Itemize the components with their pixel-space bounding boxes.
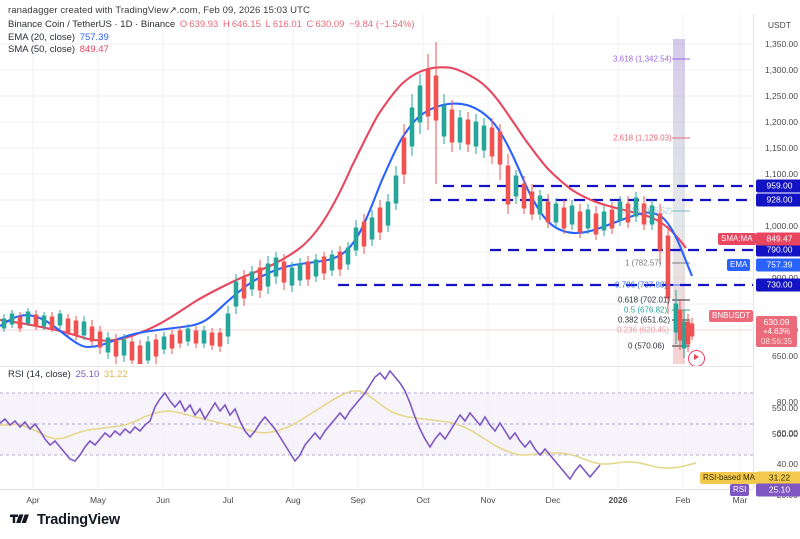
- ema-label: EMA (20, close): [8, 31, 76, 43]
- tradingview-mark-icon: [10, 514, 29, 524]
- legend-row-symbol[interactable]: Binance Coin / TetherUS · 1D · Binance O…: [8, 19, 417, 32]
- price-badge-790[interactable]: 790.00: [756, 243, 800, 257]
- ohlc-change: −9.84 (−1.54%): [349, 19, 415, 30]
- ema-tag[interactable]: EMA: [727, 259, 751, 271]
- time-label-jul: Jul: [222, 495, 234, 505]
- time-label-2026: 2026: [608, 495, 628, 505]
- rsi-tag[interactable]: RSI: [730, 484, 750, 496]
- symbol-tag[interactable]: BNBUSDT: [709, 310, 754, 322]
- sma-ma-tag[interactable]: SMA;MA: [718, 233, 756, 245]
- price-tick-1000: 1,000.00: [764, 221, 798, 231]
- time-label-sep: Sep: [350, 495, 366, 505]
- rsi-chart-svg: [0, 367, 753, 490]
- ohlc-l-label: L: [265, 19, 271, 30]
- price-chart-pane[interactable]: 3.618 (1,342.54) 2.618 (1,129.03) 1.618 …: [0, 14, 753, 364]
- rsi-value: 25.10: [75, 369, 100, 380]
- fib-3618-label: 3.618 (1,342.54): [613, 54, 672, 64]
- fib-1618-label: 1.618 (915.52): [620, 206, 673, 216]
- fib-1-label: 1 (782.57): [625, 258, 662, 268]
- sma-value: 849.47: [79, 44, 109, 55]
- time-label-oct: Oct: [416, 495, 430, 505]
- rsi-chart-pane[interactable]: RSI (14, close) 25.10 31.22: [0, 366, 753, 490]
- time-label-nov: Nov: [480, 495, 496, 505]
- fib-0-label: 0 (570.06): [628, 341, 665, 351]
- price-badge-730[interactable]: 730.00: [756, 278, 800, 292]
- rsi-line: [0, 369, 601, 481]
- ohlc-h-value: 646.15: [231, 19, 261, 30]
- ohlc-c-value: 630.09: [315, 19, 345, 30]
- price-tick-1250: 1,250.00: [764, 91, 798, 101]
- last-price-change: +4.63%: [762, 327, 791, 336]
- fib-0786-label: 0.786 (737.88): [615, 280, 668, 290]
- last-price-value: 630.09: [763, 317, 790, 327]
- sma-50-line: [0, 66, 687, 342]
- time-axis[interactable]: Apr May Jun Jul Aug Sep Oct Nov Dec 2026…: [0, 489, 753, 512]
- last-price-countdown: 08:56:35: [760, 336, 793, 346]
- price-tick-650: 650.00: [772, 351, 798, 361]
- fib-0382-label: 0.382 (651.62): [618, 315, 671, 325]
- price-tick-550: 550.00: [772, 403, 798, 413]
- ohlc-l-value: 616.01: [272, 19, 302, 30]
- fib-0236-label: 0.236 (620.45): [617, 325, 670, 335]
- price-badge-last[interactable]: 630.09 +4.63% 08:56:35: [756, 316, 797, 347]
- time-label-feb: Feb: [675, 495, 691, 505]
- fib-05-label: 0.5 (676.82): [624, 305, 668, 315]
- fib-0618-label: 0.618 (702.01): [618, 295, 671, 305]
- ema-value: 757.39: [79, 31, 109, 43]
- price-chart-svg: [0, 14, 753, 364]
- tradingview-wordmark: TradingView: [37, 512, 120, 528]
- support-resistance-lines: [338, 184, 753, 287]
- rsi-ma-line: [0, 390, 697, 469]
- time-label-jun: Jun: [156, 495, 170, 505]
- ohlc-o-value: 639.93: [189, 19, 219, 30]
- rsi-ma-value: 31.22: [103, 369, 128, 380]
- price-axis[interactable]: USDT 1,350.00 1,300.00 1,250.00 1,200.00…: [753, 14, 800, 500]
- candlestick-series: [1, 42, 695, 364]
- time-label-may: May: [89, 495, 107, 505]
- price-tick-1150: 1,150.00: [764, 143, 798, 153]
- rsi-badge[interactable]: 25.10: [756, 483, 800, 497]
- chart-legend: Binance Coin / TetherUS · 1D · Binance O…: [8, 19, 417, 57]
- tradingview-logo[interactable]: TradingView: [10, 512, 120, 528]
- rsi-ma-tag[interactable]: RSI-based MA: [700, 472, 759, 484]
- rsi-tick-80: 80.00: [776, 397, 798, 407]
- time-label-apr: Apr: [26, 495, 40, 505]
- fib-2618-label: 2.618 (1,129.03): [613, 133, 672, 143]
- price-tick-1350: 1,350.00: [764, 39, 798, 49]
- rsi-label: RSI (14, close): [8, 369, 71, 380]
- legend-row-rsi[interactable]: RSI (14, close) 25.10 31.22: [8, 369, 130, 380]
- price-tick-1200: 1,200.00: [764, 117, 798, 127]
- rsi-ma-badge[interactable]: 31.22: [756, 471, 800, 485]
- price-badge-sma[interactable]: 849.47: [756, 232, 800, 246]
- time-label-aug: Aug: [285, 495, 301, 505]
- price-tick-1100: 1,100.00: [764, 169, 798, 179]
- ohlc-o-label: O: [179, 19, 188, 30]
- time-label-dec: Dec: [545, 495, 561, 505]
- price-tick-500: 500.00: [772, 429, 798, 439]
- legend-row-ema[interactable]: EMA (20, close) 757.39: [8, 32, 417, 45]
- price-axis-unit: USDT: [767, 20, 791, 30]
- price-tick-900: 900.00: [772, 273, 798, 283]
- rsi-tick-60: 60.00: [776, 428, 798, 438]
- fib-band: [673, 39, 685, 364]
- symbol-title: Binance Coin / TetherUS · 1D · Binance: [8, 19, 176, 30]
- sma-label: SMA (50, close): [8, 44, 76, 55]
- legend-row-sma[interactable]: SMA (50, close) 849.47: [8, 44, 417, 57]
- replay-icon[interactable]: [688, 350, 705, 367]
- attribution-text: ranadagger created with TradingView↗.com…: [8, 5, 310, 16]
- price-tick-1300: 1,300.00: [764, 65, 798, 75]
- rsi-tick-40: 40.00: [776, 459, 798, 469]
- price-gridlines: [0, 43, 753, 331]
- time-label-mar: Mar: [732, 495, 748, 505]
- price-badge-959[interactable]: 959.00: [756, 179, 800, 193]
- ohlc-h-label: H: [222, 19, 230, 30]
- ohlc-c-label: C: [306, 19, 314, 30]
- price-badge-928[interactable]: 928.00: [756, 193, 800, 207]
- price-badge-ema[interactable]: 757.39: [756, 258, 800, 272]
